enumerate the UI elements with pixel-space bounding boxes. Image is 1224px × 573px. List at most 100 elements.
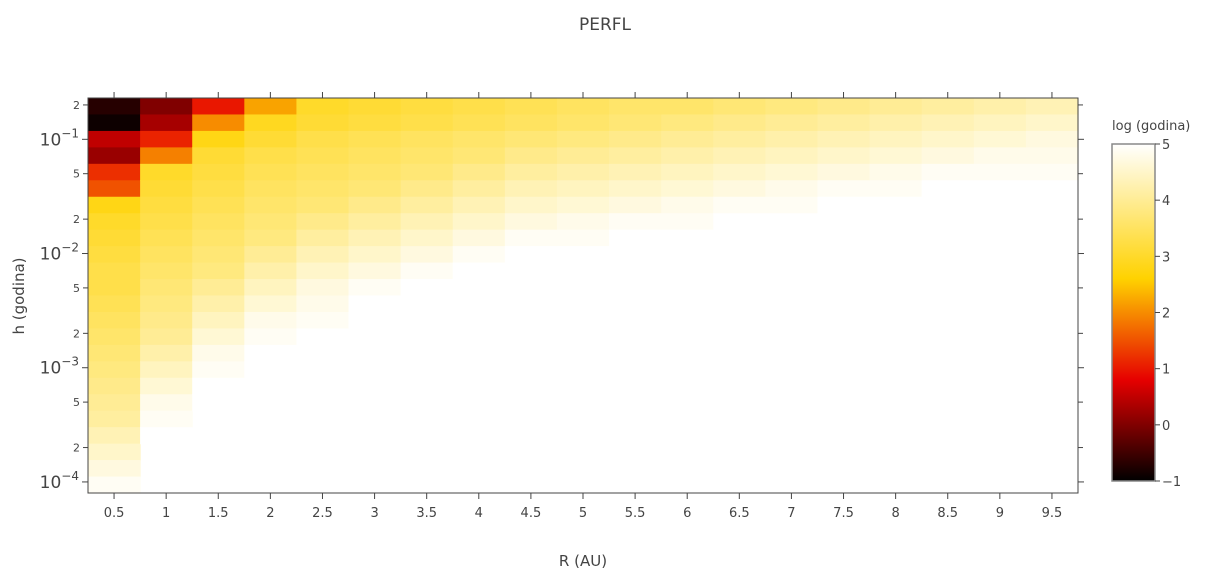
heatmap-cell	[140, 147, 193, 165]
colorbar	[1111, 143, 1156, 482]
y-tick-label: 10−2	[40, 241, 79, 265]
heatmap-cell	[140, 213, 193, 231]
heatmap-cell	[452, 147, 506, 165]
colorbar-tick-label: −1	[1162, 475, 1181, 490]
heatmap-cell	[348, 246, 402, 264]
heatmap-cell	[921, 147, 975, 165]
heatmap-cell	[296, 246, 350, 264]
heatmap-cell	[192, 328, 245, 346]
heatmap-cell	[88, 295, 141, 313]
heatmap-cell	[140, 344, 193, 362]
colorbar-ticks: 5 4 3 2 1 0 −1	[1155, 138, 1181, 490]
heatmap-cell	[973, 130, 1027, 148]
heatmap-cell	[88, 114, 141, 132]
heatmap-cell	[192, 130, 245, 148]
heatmap-cell	[192, 361, 245, 379]
heatmap-cell	[765, 196, 819, 214]
heatmap-cell	[140, 262, 193, 280]
heatmap-cell	[869, 130, 923, 148]
heatmap-cell	[609, 163, 662, 181]
heatmap-cell	[661, 147, 714, 165]
heatmap-cell	[504, 147, 558, 165]
heatmap-cell	[1025, 180, 1079, 198]
heatmap-cell	[192, 311, 245, 330]
y-tick-label: 10−4	[40, 469, 79, 493]
heatmap-cell	[140, 229, 193, 247]
heatmap-cell	[88, 410, 141, 428]
x-axis: 0.5 1 1.5 2 2.5 3 3.5 4 4.5 5 5.5 6 6.5 7 7.5 8 8.5 9 9.5	[104, 92, 1062, 521]
heatmap-cell	[869, 213, 923, 231]
heatmap-cell	[348, 147, 402, 165]
heatmap-cell	[348, 311, 402, 330]
heatmap-cell	[713, 114, 766, 132]
heatmap-cell	[556, 163, 610, 181]
heatmap-cell	[88, 229, 141, 247]
heatmap-cell	[192, 279, 245, 297]
heatmap-cell	[504, 196, 558, 214]
heatmap-cell	[661, 213, 714, 231]
heatmap-cell	[713, 180, 766, 198]
x-tick-label: 6.5	[729, 506, 750, 521]
heatmap-cell	[400, 246, 454, 264]
heatmap-cell	[88, 328, 141, 346]
heatmap-cell	[817, 196, 871, 214]
x-tick-label: 8	[891, 506, 899, 521]
colorbar-tick-label: 2	[1162, 307, 1170, 322]
heatmap-cell	[973, 163, 1027, 181]
x-tick-label: 1	[162, 506, 170, 521]
heatmap-cell	[869, 98, 923, 116]
heatmap-cell	[556, 196, 610, 214]
heatmap-cell	[140, 394, 193, 412]
heatmap-cell	[609, 229, 662, 247]
heatmap-cell	[348, 114, 402, 132]
heatmap-cell	[765, 114, 819, 132]
heatmap-cell	[88, 213, 141, 231]
heatmap-cell	[244, 328, 298, 346]
heatmap-cell	[661, 229, 714, 247]
heatmap-cell	[140, 246, 193, 264]
x-tick-label: 8.5	[937, 506, 958, 521]
heatmap-cell	[452, 246, 506, 264]
heatmap-cell	[192, 163, 245, 181]
heatmap-cell	[88, 361, 141, 379]
heatmap-cell	[973, 114, 1027, 132]
heatmap-cell	[609, 98, 662, 116]
heatmap-cell	[296, 328, 350, 346]
heatmap-cell	[765, 229, 819, 247]
heatmap-cell	[713, 147, 766, 165]
heatmap-cell	[192, 180, 245, 198]
heatmap-cell	[973, 98, 1027, 116]
heatmap-cell	[973, 196, 1027, 214]
heatmap-cell	[869, 114, 923, 132]
y-axis: 10−1 10−2 10−3 10−4 2 5 2 5 2 5 2	[40, 99, 1084, 493]
heatmap-cell	[869, 196, 923, 214]
x-axis-title: R (AU)	[559, 552, 607, 570]
heatmap-cell	[400, 295, 454, 313]
heatmap-cell	[556, 246, 610, 264]
heatmap-cell	[244, 246, 298, 264]
y-minor-tick-label: 5	[73, 168, 80, 181]
heatmap-cell	[296, 130, 350, 148]
heatmap-cell	[192, 377, 245, 395]
heatmap-cell	[817, 147, 871, 165]
heatmap-cell	[400, 130, 454, 148]
heatmap-cell	[556, 147, 610, 165]
heatmap-cell	[765, 180, 819, 198]
heatmap-cell	[817, 163, 871, 181]
heatmap-cell	[244, 311, 298, 330]
heatmap-cell	[400, 213, 454, 231]
heatmap-cell	[140, 180, 193, 198]
heatmap-cell	[192, 196, 245, 214]
heatmap-cell	[244, 279, 298, 297]
heatmap-cell	[400, 279, 454, 297]
y-minor-tick-label: 2	[73, 442, 80, 455]
heatmap-cell	[452, 229, 506, 247]
x-tick-label: 9	[996, 506, 1004, 521]
heatmap-cell	[661, 98, 714, 116]
heatmap-cell	[1025, 163, 1079, 181]
heatmap-cell	[192, 98, 245, 116]
heatmap-cell	[452, 130, 506, 148]
heatmap-cell	[88, 130, 141, 148]
heatmap-cell	[140, 98, 193, 116]
